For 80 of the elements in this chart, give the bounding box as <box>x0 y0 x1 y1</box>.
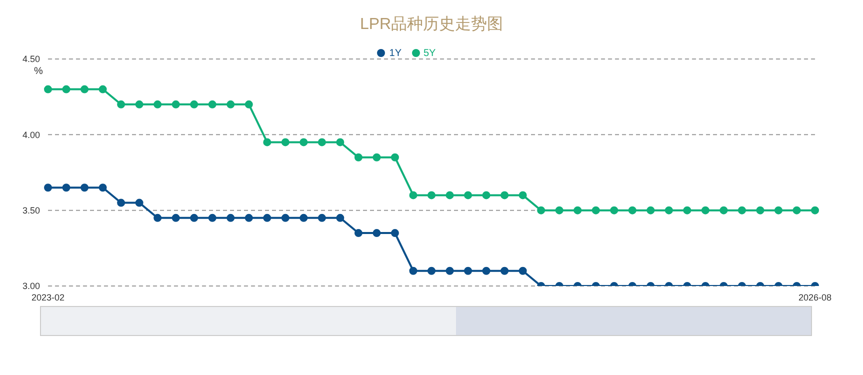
point <box>154 214 162 222</box>
point <box>720 206 728 214</box>
point <box>98 184 107 192</box>
point <box>372 153 381 162</box>
point <box>428 191 436 200</box>
point <box>172 100 180 108</box>
point <box>646 206 655 214</box>
point <box>318 138 326 146</box>
point <box>190 100 198 108</box>
point <box>390 153 399 162</box>
point <box>574 206 582 214</box>
point <box>208 214 216 222</box>
point <box>537 206 546 214</box>
chart-title: LPR品种历史走势图 <box>358 14 504 35</box>
point <box>80 184 89 192</box>
point <box>628 206 636 214</box>
point <box>738 206 746 214</box>
point <box>336 138 344 146</box>
point <box>610 206 618 214</box>
point <box>664 206 673 214</box>
point <box>756 206 764 214</box>
point <box>172 214 180 222</box>
point <box>500 191 509 200</box>
y-axis-title: % <box>34 66 43 77</box>
point <box>44 85 52 94</box>
y-tick-label: 3.00 <box>22 281 40 292</box>
point <box>135 100 144 108</box>
point <box>44 184 52 192</box>
point <box>518 266 527 275</box>
point <box>208 100 216 108</box>
point <box>135 198 144 207</box>
point <box>80 85 89 94</box>
point <box>792 206 801 214</box>
point <box>518 191 527 200</box>
point <box>464 191 472 200</box>
point <box>318 214 326 222</box>
point <box>354 229 362 238</box>
point <box>482 191 490 200</box>
point <box>244 214 253 222</box>
point <box>500 266 509 275</box>
point <box>811 206 819 214</box>
point <box>300 214 308 222</box>
y-tick-label: 4.00 <box>22 130 40 140</box>
point <box>428 266 436 275</box>
point <box>701 206 710 214</box>
legend-label: 5Y <box>424 48 436 59</box>
point <box>154 100 162 108</box>
point <box>446 266 454 275</box>
point <box>592 206 600 214</box>
x-tick-label: 2023-02 <box>31 292 65 302</box>
point <box>98 85 107 94</box>
point <box>464 266 472 275</box>
point <box>409 191 418 200</box>
point <box>62 184 70 192</box>
point <box>555 206 564 214</box>
point <box>336 214 344 222</box>
point <box>774 206 782 214</box>
y-tick-label: 3.50 <box>22 206 40 216</box>
point <box>372 229 381 238</box>
point <box>281 214 290 222</box>
point <box>390 229 399 238</box>
legend-label: 1Y <box>389 48 402 59</box>
y-tick-label: 4.50 <box>22 54 40 64</box>
point <box>244 100 253 108</box>
point <box>117 198 126 207</box>
point <box>263 214 272 222</box>
point <box>482 266 490 275</box>
point <box>226 214 235 222</box>
point <box>446 191 454 200</box>
point <box>226 100 235 108</box>
point <box>62 85 70 94</box>
point <box>281 138 290 146</box>
point <box>263 138 272 146</box>
point <box>354 153 362 162</box>
point <box>683 206 692 214</box>
x-tick-label: 2026-08 <box>798 292 832 302</box>
point <box>300 138 308 146</box>
point <box>117 100 126 108</box>
point <box>409 266 418 275</box>
point <box>190 214 198 222</box>
